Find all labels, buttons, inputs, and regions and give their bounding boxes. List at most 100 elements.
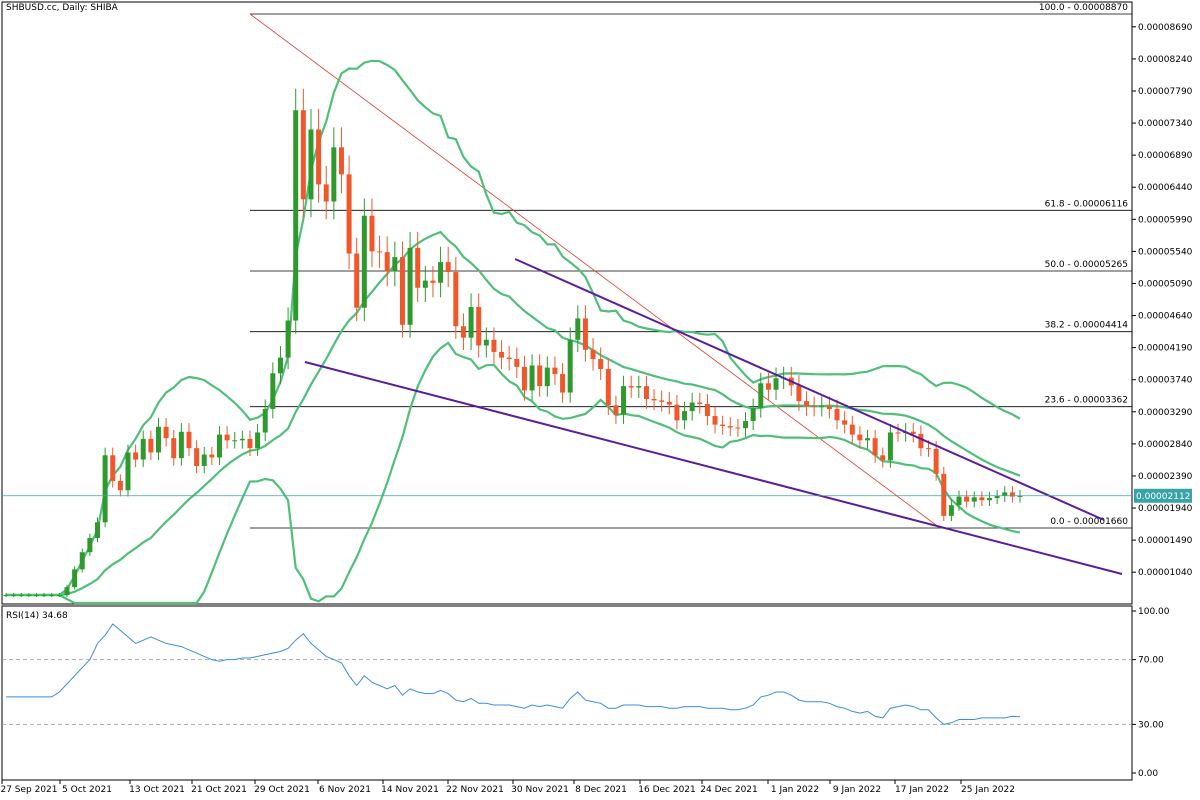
- candlestick: [552, 356, 558, 385]
- candle-body: [255, 432, 261, 449]
- candlestick: [422, 265, 428, 303]
- candlestick: [133, 444, 139, 468]
- candle-body: [674, 404, 680, 421]
- candlestick: [750, 398, 756, 431]
- candlestick: [712, 406, 718, 434]
- candlestick: [453, 257, 459, 340]
- candle-body: [18, 595, 24, 597]
- candle-body: [682, 411, 688, 421]
- x-axis-tick-label: 1 Jan 2022: [771, 785, 819, 795]
- candlestick: [491, 327, 497, 364]
- candlestick: [186, 423, 192, 457]
- candle-body: [361, 215, 367, 308]
- candle-body: [872, 438, 878, 456]
- candle-body: [64, 587, 70, 596]
- candle-body: [865, 438, 871, 441]
- candle-body: [453, 272, 459, 327]
- x-axis-tick-label: 21 Oct 2021: [191, 785, 247, 795]
- candlestick: [430, 265, 436, 298]
- candlestick: [804, 391, 810, 416]
- y-axis-tick-label: 0.00001490: [1138, 536, 1193, 546]
- candlestick: [704, 394, 710, 426]
- candle-body: [163, 426, 169, 439]
- x-axis-tick-label: 8 Dec 2021: [575, 785, 627, 795]
- candle-body: [765, 383, 771, 390]
- candle-body: [491, 339, 497, 352]
- candle-body: [689, 402, 695, 412]
- candle-body: [293, 110, 299, 321]
- candle-body: [110, 455, 116, 481]
- candle-body: [842, 420, 848, 425]
- candle-body: [621, 386, 627, 415]
- candlestick: [415, 231, 421, 303]
- candlestick: [659, 390, 665, 412]
- candle-body: [857, 434, 863, 441]
- candle-body: [224, 434, 230, 441]
- candle-body: [1017, 495, 1023, 497]
- candlestick: [155, 417, 161, 461]
- x-axis-tick-label: 9 Jan 2022: [833, 785, 881, 795]
- candlestick: [758, 372, 764, 418]
- candlestick: [628, 375, 634, 398]
- candlestick: [918, 425, 924, 457]
- y-axis-tick-label: 0.00006890: [1138, 151, 1193, 161]
- candle-body: [750, 408, 756, 422]
- y-axis-tick-label: 0.00002840: [1138, 440, 1193, 450]
- candle-body: [918, 433, 924, 449]
- candlestick: [735, 418, 741, 437]
- fib-diagonal-line: [249, 13, 941, 529]
- candlestick: [567, 327, 573, 403]
- candlestick: [514, 347, 520, 379]
- candlestick: [956, 490, 962, 511]
- candlestick: [316, 108, 322, 203]
- candle-body: [468, 307, 474, 338]
- candle-body: [994, 495, 1000, 499]
- candle-body: [140, 438, 146, 460]
- candlestick: [270, 362, 276, 419]
- candlestick: [247, 430, 253, 457]
- candle-body: [270, 373, 276, 409]
- candle-body: [887, 432, 893, 461]
- candle-body: [216, 434, 222, 458]
- candlestick: [140, 430, 146, 468]
- candlestick: [224, 426, 230, 449]
- candle-body: [704, 403, 710, 417]
- x-axis-tick-label: 14 Nov 2021: [381, 785, 439, 795]
- candle-body: [880, 455, 886, 461]
- price-panel-frame: [1, 1, 1133, 605]
- candlestick: [331, 127, 337, 220]
- current-price-tag: [1134, 488, 1192, 503]
- candle-body: [743, 421, 749, 429]
- rsi-axis-tick-label: 0.00: [1138, 769, 1158, 779]
- y-axis-tick-label: 0.00007340: [1138, 119, 1193, 129]
- candlestick: [79, 548, 85, 573]
- y-axis-tick-label: 0.00001040: [1138, 568, 1193, 578]
- y-axis-tick-label: 0.00003740: [1138, 376, 1193, 386]
- y-axis-tick-label: 0.00004640: [1138, 312, 1193, 322]
- candlestick: [277, 346, 283, 385]
- candlestick: [697, 392, 703, 414]
- candlestick: [392, 241, 398, 287]
- candle-body: [575, 318, 581, 340]
- candlestick: [369, 198, 375, 268]
- candlestick: [26, 592, 32, 598]
- candlestick: [285, 307, 291, 370]
- candlestick: [308, 108, 314, 218]
- candle-body: [430, 280, 436, 283]
- candle-body: [56, 595, 62, 597]
- x-axis-tick-label: 13 Oct 2021: [129, 785, 185, 795]
- candle-body: [33, 595, 39, 597]
- candle-body: [422, 280, 428, 288]
- candlestick: [544, 356, 550, 397]
- candle-body: [232, 440, 238, 442]
- candlestick: [56, 592, 62, 598]
- candle-body: [384, 252, 390, 272]
- candle-body: [285, 320, 291, 358]
- candlestick: [842, 411, 848, 434]
- y-axis-tick-label: 0.00002390: [1138, 472, 1193, 482]
- candlestick: [194, 440, 200, 474]
- candlestick: [948, 499, 954, 522]
- candle-body: [323, 184, 329, 202]
- candle-body: [354, 253, 360, 308]
